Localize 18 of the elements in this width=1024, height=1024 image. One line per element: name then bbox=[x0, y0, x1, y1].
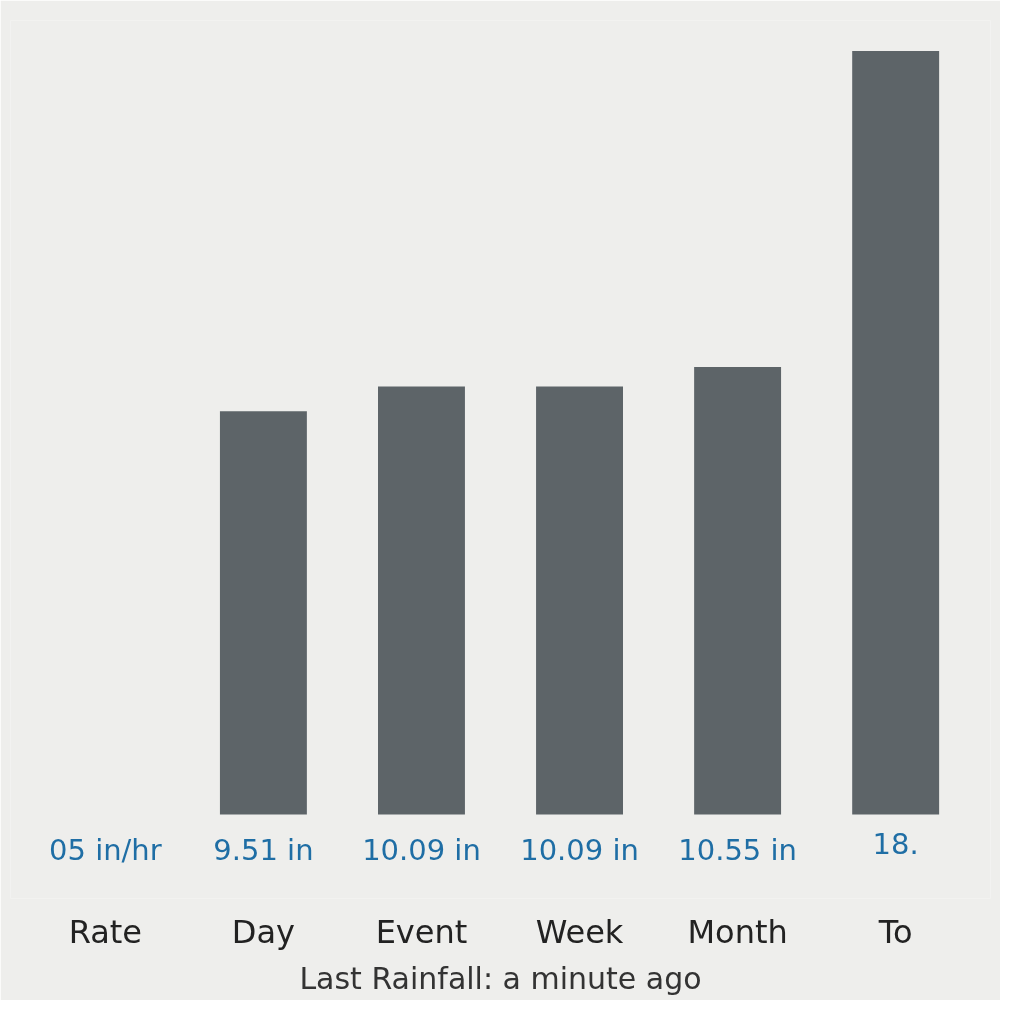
bar bbox=[694, 367, 782, 815]
x-tick-label: Week bbox=[535, 912, 624, 951]
x-tick-label: Rate bbox=[68, 912, 143, 951]
data-label: 10.09 in bbox=[520, 832, 639, 867]
bar bbox=[852, 51, 940, 815]
x-tick-label: Day bbox=[231, 912, 295, 951]
bar bbox=[536, 386, 623, 815]
text: Last Rainfall: a minute ago bbox=[299, 960, 702, 996]
data-label: 18. bbox=[872, 826, 919, 861]
text: 05 in/hr bbox=[49, 832, 162, 867]
x-tick-label: Month bbox=[687, 912, 788, 951]
bar bbox=[378, 386, 465, 815]
x-tick-label: To bbox=[877, 912, 913, 951]
bar bbox=[219, 411, 307, 815]
data-label: 10.09 in bbox=[362, 832, 481, 867]
x-tick-label: Event bbox=[375, 912, 468, 951]
data-label: 9.51 in bbox=[213, 832, 314, 867]
data-label: 10.55 in bbox=[678, 832, 797, 867]
